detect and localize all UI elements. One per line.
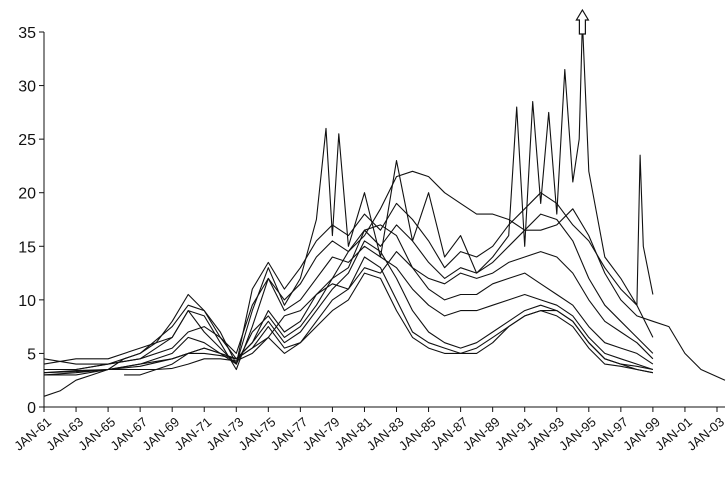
series-line-3 bbox=[43, 213, 654, 371]
series-line-8 bbox=[43, 256, 654, 374]
y-tick-label: 35 bbox=[18, 25, 36, 42]
y-tick-label: 0 bbox=[27, 400, 36, 417]
y-tick-label: 5 bbox=[27, 346, 36, 363]
series-line-9 bbox=[124, 272, 654, 376]
series-line-10 bbox=[43, 20, 654, 365]
series-line-6 bbox=[44, 245, 654, 371]
annotation-layer bbox=[575, 8, 590, 35]
series-line-2 bbox=[43, 192, 654, 397]
y-tick-label: 15 bbox=[18, 239, 36, 256]
series-line-1 bbox=[43, 170, 726, 381]
y-tick-label: 25 bbox=[18, 132, 36, 149]
y-tick-label: 20 bbox=[18, 186, 36, 203]
y-axis-ticks: 0 5 10 15 20 25 30 35 bbox=[18, 25, 44, 417]
off-scale-up-arrow-icon bbox=[575, 8, 590, 35]
series-line-5 bbox=[44, 224, 654, 376]
series-lines bbox=[43, 20, 726, 397]
x-axis-ticks: JAN-61JAN-63JAN-65JAN-67JAN-69JAN-71JAN-… bbox=[11, 407, 727, 454]
series-line-4 bbox=[44, 251, 654, 371]
y-tick-label: 30 bbox=[18, 79, 36, 96]
y-tick-label: 10 bbox=[18, 293, 36, 310]
x-tick-label: JAN-03 bbox=[684, 414, 727, 453]
